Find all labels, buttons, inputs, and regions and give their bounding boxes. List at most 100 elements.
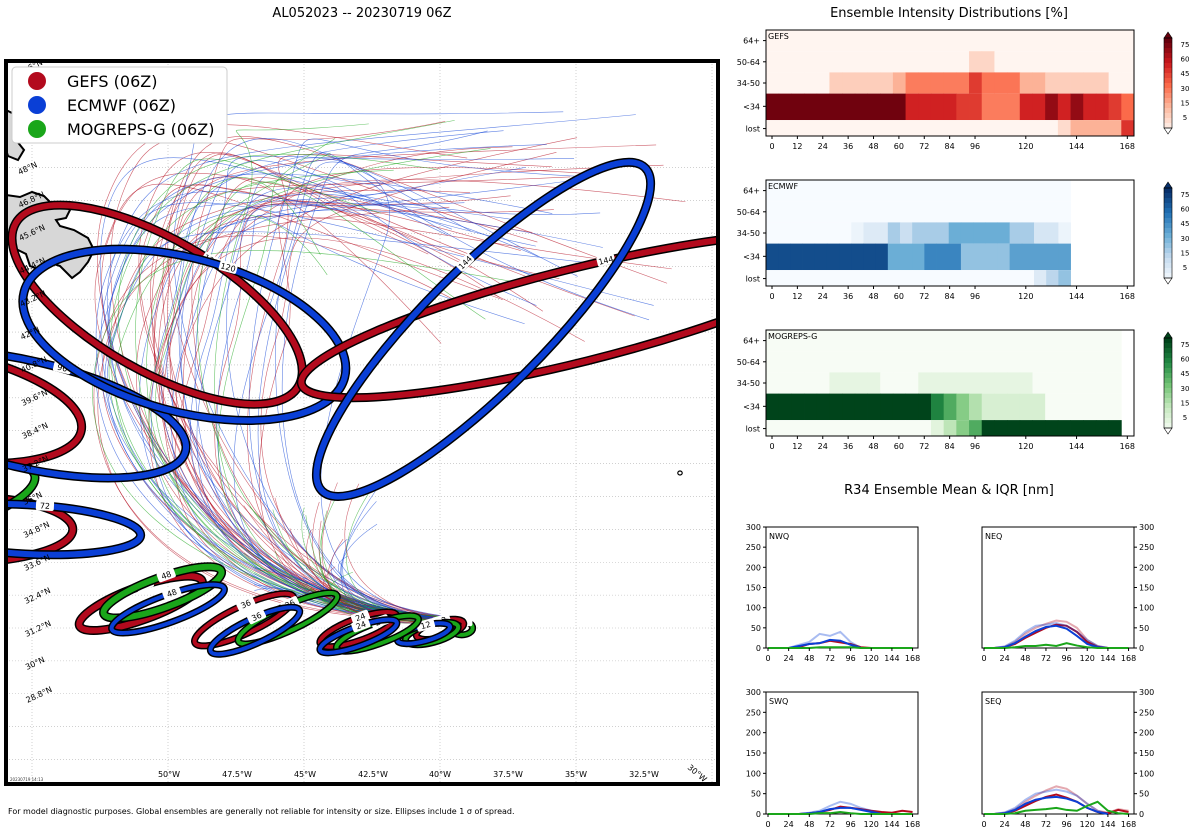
intensity-cell bbox=[1083, 372, 1097, 394]
ensemble-track bbox=[174, 179, 686, 619]
intensity-cell bbox=[936, 201, 950, 223]
intensity-cell bbox=[1009, 201, 1023, 223]
r34-x-tick: 48 bbox=[804, 654, 814, 663]
colorbar-tick: 45 bbox=[1181, 70, 1190, 78]
intensity-cell bbox=[880, 330, 894, 352]
intensity-cell bbox=[1007, 330, 1021, 352]
lon-tick-label: 32.5°W bbox=[629, 770, 659, 779]
intensity-cell bbox=[1009, 180, 1023, 202]
intensity-cell bbox=[875, 180, 889, 202]
intensity-cell bbox=[1046, 201, 1059, 223]
r34-y-tick: 300 bbox=[746, 523, 761, 532]
intensity-cell bbox=[790, 270, 803, 286]
intensity-x-tick: 24 bbox=[818, 142, 828, 151]
r34-y-tick: 0 bbox=[1139, 644, 1144, 653]
intensity-cell bbox=[842, 420, 856, 436]
intensity-x-tick: 84 bbox=[945, 142, 955, 151]
intensity-cell bbox=[791, 393, 805, 421]
intensity-cell bbox=[854, 330, 868, 352]
r34-y-tick: 150 bbox=[1139, 584, 1154, 593]
r34-quadrant-label: SEQ bbox=[985, 697, 1001, 706]
intensity-row-label: 64+ bbox=[743, 337, 760, 346]
intensity-cell bbox=[960, 270, 974, 286]
intensity-cell bbox=[930, 30, 945, 52]
intensity-cell bbox=[981, 420, 995, 436]
intensity-x-tick: 24 bbox=[818, 292, 828, 301]
intensity-x-tick: 36 bbox=[843, 442, 853, 451]
intensity-cell bbox=[918, 372, 932, 394]
intensity-cell bbox=[880, 351, 894, 373]
intensity-cell bbox=[1070, 330, 1084, 352]
intensity-cell bbox=[900, 180, 913, 202]
intensity-cell bbox=[766, 180, 779, 202]
intensity-cell bbox=[1095, 51, 1110, 73]
ellipse-ecmwf-144h: 144 bbox=[311, 157, 656, 501]
intensity-cell bbox=[1007, 351, 1021, 373]
r34-x-tick: 120 bbox=[864, 654, 879, 663]
intensity-cell bbox=[1070, 351, 1084, 373]
intensity-cell bbox=[816, 420, 830, 436]
colorbar-tick: 15 bbox=[1181, 99, 1190, 107]
intensity-cell bbox=[839, 243, 852, 271]
intensity-cell bbox=[1108, 120, 1122, 136]
intensity-cell bbox=[1045, 393, 1059, 421]
intensity-cell bbox=[981, 372, 995, 394]
intensity-x-tick: 84 bbox=[945, 442, 955, 451]
intensity-row-label: lost bbox=[746, 425, 760, 434]
intensity-cell bbox=[905, 30, 919, 52]
intensity-cell bbox=[778, 393, 792, 421]
intensity-x-tick: 72 bbox=[919, 442, 929, 451]
intensity-cell bbox=[854, 30, 868, 52]
intensity-cell bbox=[943, 72, 957, 94]
intensity-cell bbox=[930, 93, 945, 121]
intensity-cell bbox=[981, 72, 995, 94]
intensity-cell bbox=[1058, 270, 1071, 286]
intensity-cell bbox=[867, 30, 881, 52]
intensity-cell bbox=[816, 393, 830, 421]
r34-x-tick: 0 bbox=[981, 820, 986, 829]
intensity-cell bbox=[918, 120, 932, 136]
intensity-cell bbox=[924, 201, 937, 223]
intensity-cell bbox=[1095, 30, 1110, 52]
intensity-cell bbox=[839, 201, 852, 223]
intensity-cell bbox=[1083, 30, 1097, 52]
colorbar-tick: 75 bbox=[1181, 41, 1190, 49]
intensity-cell bbox=[816, 93, 830, 121]
intensity-title: Ensemble Intensity Distributions [%] bbox=[830, 6, 1068, 21]
intensity-cell bbox=[887, 180, 901, 202]
intensity-cell bbox=[1019, 420, 1033, 436]
intensity-x-tick: 72 bbox=[919, 292, 929, 301]
intensity-x-tick: 0 bbox=[769, 142, 774, 151]
intensity-cell bbox=[924, 270, 937, 286]
intensity-cell bbox=[956, 420, 970, 436]
intensity-cell bbox=[842, 393, 856, 421]
r34-line-mogreps bbox=[984, 800, 1129, 815]
intensity-cell bbox=[802, 243, 816, 271]
intensity-cell bbox=[969, 393, 983, 421]
intensity-cell bbox=[778, 243, 791, 271]
intensity-cell bbox=[1007, 30, 1021, 52]
intensity-cell bbox=[804, 393, 818, 421]
r34-quadrant-label: NWQ bbox=[769, 532, 789, 541]
intensity-cell bbox=[918, 393, 932, 421]
colorbar-gefs: 75 60 45 30 15 5 bbox=[1163, 31, 1190, 135]
intensity-cell bbox=[994, 372, 1008, 394]
intensity-cell bbox=[973, 243, 986, 271]
intensity-cell bbox=[826, 201, 840, 223]
ellipse-ecmwf-48h: 48 bbox=[108, 581, 228, 637]
intensity-cell bbox=[985, 270, 998, 286]
intensity-cell bbox=[778, 72, 792, 94]
intensity-cell bbox=[905, 51, 919, 73]
intensity-cell bbox=[816, 351, 830, 373]
intensity-cell bbox=[1007, 420, 1021, 436]
intensity-cell bbox=[804, 120, 818, 136]
r34-x-tick: 96 bbox=[1062, 820, 1072, 829]
intensity-cell bbox=[887, 222, 901, 244]
r34-x-tick: 144 bbox=[884, 654, 899, 663]
intensity-cell bbox=[1057, 372, 1071, 394]
r34-x-tick: 120 bbox=[1080, 654, 1095, 663]
intensity-cell bbox=[791, 372, 805, 394]
intensity-cell bbox=[1019, 372, 1033, 394]
intensity-cell bbox=[930, 372, 945, 394]
